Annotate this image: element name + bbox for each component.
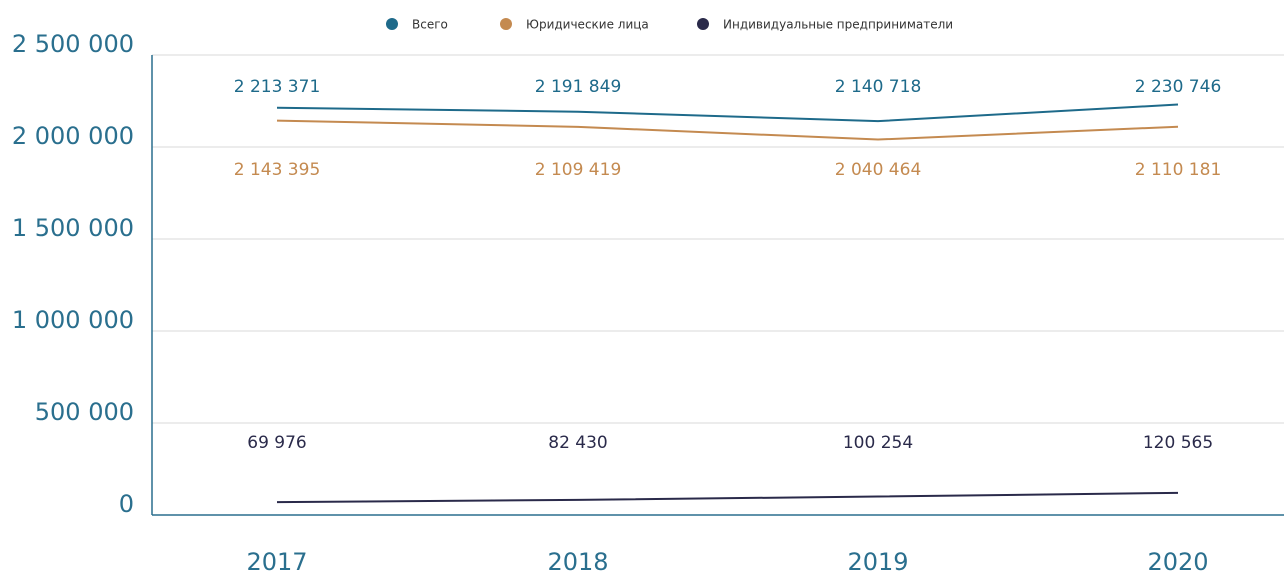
- data-label: 120 565: [1143, 433, 1213, 453]
- data-label: 2 143 395: [234, 160, 321, 180]
- data-label: 2 109 419: [535, 160, 622, 180]
- data-label: 69 976: [247, 433, 306, 453]
- legend-label: Юридические лица: [526, 18, 649, 32]
- data-label: 2 230 746: [1135, 77, 1222, 97]
- data-label: 100 254: [843, 433, 913, 453]
- y-tick-label: 1 000 000: [12, 306, 134, 334]
- legend-marker: [386, 18, 398, 30]
- legend-label: Всего: [412, 18, 448, 32]
- data-label: 2 040 464: [835, 160, 922, 180]
- x-tick-label: 2019: [847, 548, 908, 574]
- x-tick-label: 2020: [1147, 548, 1208, 574]
- series-line: [276, 119, 1179, 141]
- legend-label: Индивидуальные предприниматели: [723, 18, 953, 32]
- legend-marker: [697, 18, 709, 30]
- y-tick-label: 500 000: [35, 398, 134, 426]
- y-tick-label: 0: [119, 490, 134, 518]
- legend-marker: [500, 18, 512, 30]
- series-line: [276, 103, 1179, 123]
- y-tick-label: 2 000 000: [12, 122, 134, 150]
- y-tick-label: 2 500 000: [12, 30, 134, 58]
- data-label: 2 110 181: [1135, 160, 1222, 180]
- series-line: [276, 491, 1179, 504]
- data-label: 2 213 371: [234, 77, 321, 97]
- data-label: 2 191 849: [535, 77, 622, 97]
- data-label: 2 140 718: [835, 77, 922, 97]
- x-tick-label: 2017: [246, 548, 307, 574]
- y-tick-label: 1 500 000: [12, 214, 134, 242]
- x-tick-label: 2018: [547, 548, 608, 574]
- data-label: 82 430: [548, 433, 607, 453]
